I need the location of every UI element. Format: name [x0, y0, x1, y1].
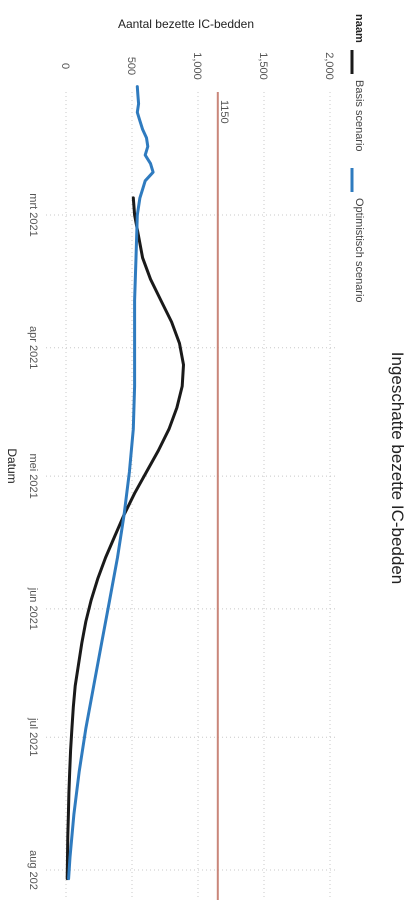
x-tick-label-3: jun 2021	[27, 587, 39, 630]
series-line-optimistisch	[67, 85, 155, 881]
legend-title: naam	[353, 14, 365, 43]
series-line-basis	[65, 196, 185, 881]
legend-label-basis: Basis scenario	[353, 80, 365, 152]
x-axis-label: Datum	[5, 448, 19, 483]
y-tick-label-3: 1,500	[257, 52, 269, 80]
y-tick-label-4: 2,000	[323, 52, 335, 80]
reference-line-label: 1150	[218, 100, 230, 124]
y-tick-label-2: 1,000	[191, 52, 203, 80]
y-tick-label-1: 500	[125, 57, 137, 75]
x-tick-label-1: apr 2021	[27, 326, 39, 369]
x-tick-label-5: aug 202	[27, 850, 39, 890]
x-tick-label-2: mei 2021	[27, 454, 39, 499]
chart-title: Ingeschatte bezette IC-bedden	[388, 352, 407, 585]
x-tick-label-4: jul 2021	[27, 717, 39, 757]
legend-label-optimistisch: Optimistisch scenario	[353, 198, 365, 303]
x-tick-label-0: mrt 2021	[27, 193, 39, 236]
y-tick-label-0: 0	[59, 63, 71, 69]
y-axis-label: Aantal bezette IC-bedden	[118, 17, 254, 31]
